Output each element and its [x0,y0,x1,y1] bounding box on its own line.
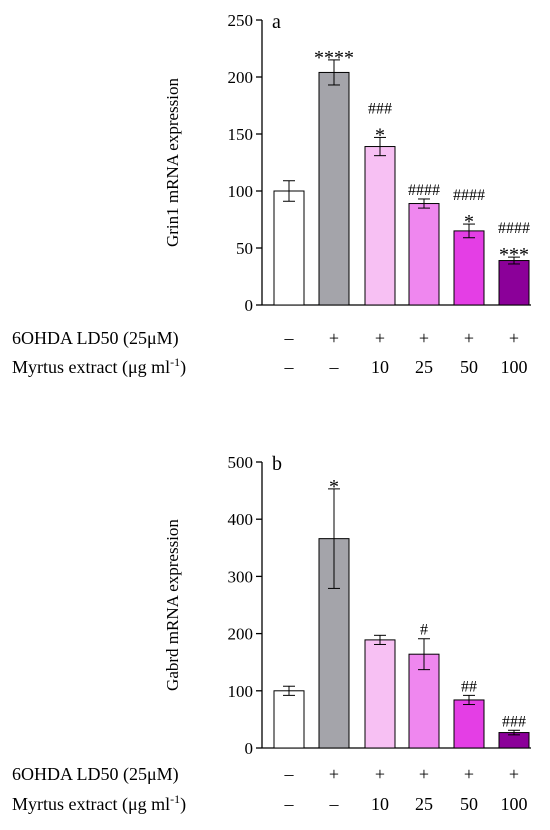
treatment-cell: + [464,764,474,784]
treatment-cell: + [419,764,429,784]
row-label-myrtus: Myrtus extract (μg ml-1) [12,355,186,378]
row-label-suffix: ) [180,357,186,378]
bar [273,690,305,749]
y-tick-label: 200 [228,625,254,644]
y-tick-label: 400 [228,510,254,529]
row-label-superscript: -1 [170,792,180,806]
treatment-cell: – [329,794,340,814]
significance-label: ### [368,100,392,117]
chart-panel-b: 0 100 200 300 400 500 Gabrd mRNA expression b * #… [12,453,531,815]
row-label-superscript: -1 [170,355,180,369]
significance-label: ### [502,713,526,730]
bar [453,230,485,306]
row-label-suffix: ) [180,794,186,815]
treatment-cell: 25 [415,794,433,814]
y-tick-label: 0 [245,739,254,758]
y-tick-label: 300 [228,567,254,586]
significance-label: #### [498,220,530,237]
significance-label: # [420,622,428,639]
bar [273,190,305,306]
significance-label: * [329,476,339,498]
significance-label: * [464,211,474,233]
treatment-cell: – [284,328,295,348]
row-label-myrtus: Myrtus extract (μg ml-1) [12,792,186,815]
treatment-cell: + [375,328,385,348]
y-tick-label: 500 [228,453,254,472]
y-tick-label: 50 [236,239,253,258]
significance-label: #### [408,182,440,199]
bar [498,260,530,306]
treatment-cell: – [329,357,340,377]
row-label-6ohda: 6OHDA LD50 (25μM) [12,764,179,785]
treatment-cell: – [284,764,295,784]
y-tick-label: 250 [228,11,254,30]
treatment-cell: 25 [415,357,433,377]
significance-label: * [375,124,385,146]
treatment-cell: 10 [371,794,389,814]
y-axis-label: Grin1 mRNA expression [163,77,182,247]
treatment-cell: + [329,764,339,784]
y-axis-label: Gabrd mRNA expression [163,519,182,691]
row-label-text: Myrtus extract (μg ml [12,357,170,378]
significance-label: ## [461,678,477,695]
treatment-cell: + [509,764,519,784]
y-tick-label: 100 [228,182,254,201]
treatment-cell: – [284,794,295,814]
treatment-cell: + [329,328,339,348]
treatment-cell: 50 [460,794,478,814]
treatment-cell: 100 [501,357,528,377]
y-tick-label: 150 [228,125,254,144]
treatment-cell: 50 [460,357,478,377]
row-label-text: Myrtus extract (μg ml [12,794,170,815]
bar [408,203,440,306]
y-tick-label: 0 [245,296,254,315]
panel-label: a [272,11,281,33]
bar [453,699,485,749]
bar [364,146,396,306]
significance-label: *** [499,244,529,266]
treatment-cell: 100 [501,794,528,814]
significance-label: **** [314,47,354,69]
y-tick-label: 100 [228,682,254,701]
row-label-6ohda: 6OHDA LD50 (25μM) [12,328,179,349]
treatment-cell: – [284,357,295,377]
treatment-cell: 10 [371,357,389,377]
bar [364,639,396,749]
significance-label: #### [453,187,485,204]
panel-label: b [272,453,282,475]
treatment-cell: + [375,764,385,784]
treatment-cell: + [464,328,474,348]
treatment-cell: + [509,328,519,348]
y-tick-label: 200 [228,68,254,87]
bar [318,71,350,306]
treatment-cell: + [419,328,429,348]
